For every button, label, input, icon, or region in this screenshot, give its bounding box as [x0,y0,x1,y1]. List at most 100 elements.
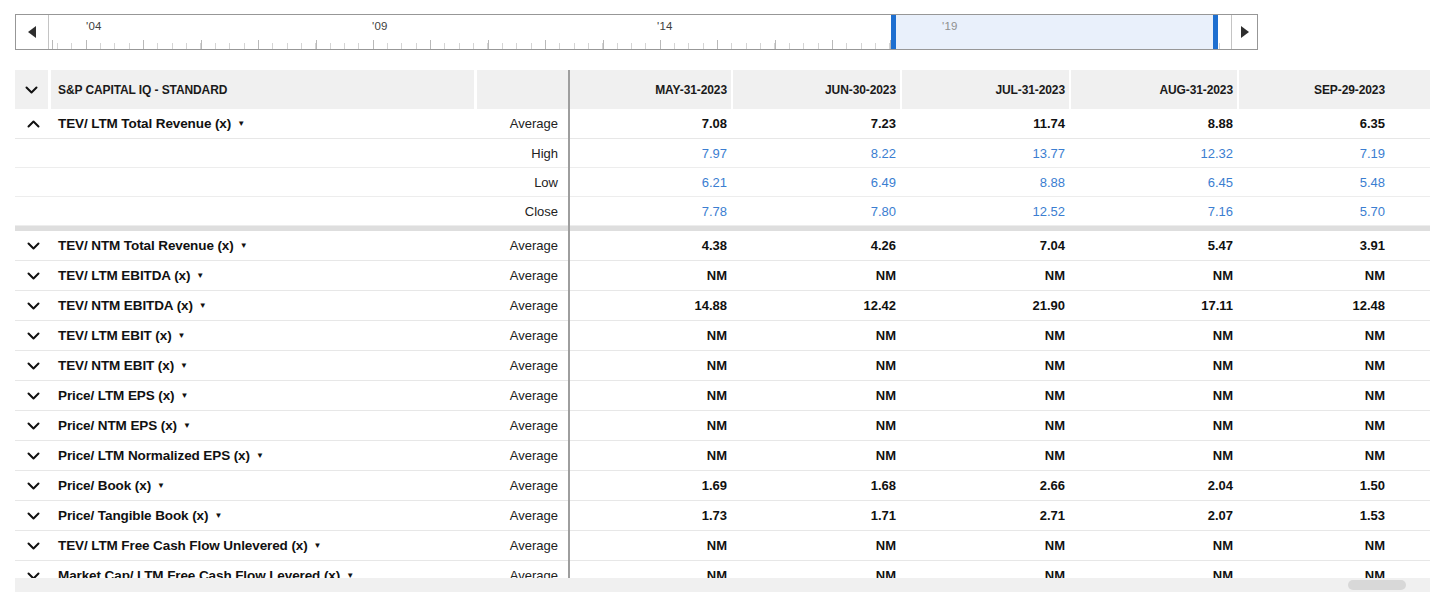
table-row: TEV/ NTM Total Revenue (x)▼Average4.384.… [15,231,1430,261]
metric-label[interactable]: Price/ Book (x) [58,478,151,493]
stat-header-spacer [477,70,569,109]
expand-row-button[interactable] [15,291,51,320]
table-row: TEV/ NTM EBIT (x)▼AverageNMNMNMNMNM [15,351,1430,381]
expand-row-button[interactable] [15,231,51,260]
timeline-ruler[interactable]: '04 '09 '14 '19 [49,15,1231,49]
stat-label: Average [477,531,569,560]
stat-label: Average [477,109,569,138]
metric-label[interactable]: TEV/ LTM Free Cash Flow Unlevered (x) [58,538,308,553]
timeline-scroll-left-button[interactable] [16,15,49,49]
frozen-pane-divider [568,70,570,592]
metric-dropdown-icon[interactable]: ▼ [178,331,186,340]
date-range-slider[interactable]: '04 '09 '14 '19 [15,14,1258,50]
metric-dropdown-icon[interactable]: ▼ [180,361,188,370]
value-cell: NM [1237,411,1430,440]
value-cell: NM [731,411,900,440]
value-cell: NM [900,351,1069,380]
value-cell: 5.48 [1237,168,1430,196]
stat-label: Close [477,197,569,225]
expand-row-button[interactable] [15,321,51,350]
timeline-selected-range[interactable] [891,15,1218,49]
value-cell: 6.49 [731,168,900,196]
value-cell: NM [900,441,1069,470]
expand-row-button[interactable] [15,471,51,500]
value-cell: NM [1069,381,1237,410]
chevron-down-icon [27,362,40,370]
metric-dropdown-icon[interactable]: ▼ [196,271,204,280]
scrollbar-thumb[interactable] [1348,580,1406,590]
stat-label: Average [477,411,569,440]
value-cell: NM [731,351,900,380]
value-cell: 2.71 [900,501,1069,530]
chevron-down-icon [27,542,40,550]
expand-row-button[interactable] [15,381,51,410]
collapse-all-button[interactable] [15,70,51,109]
metric-label[interactable]: Price/ Tangible Book (x) [58,508,208,523]
metric-label[interactable]: Price/ LTM EPS (x) [58,388,174,403]
stat-label: High [477,139,569,167]
column-header-date: JUN-30-2023 [731,70,900,109]
metric-dropdown-icon[interactable]: ▼ [180,391,188,400]
table-row: Price/ NTM EPS (x)▼AverageNMNMNMNMNM [15,411,1430,441]
timeline-year-label: '14 [657,20,673,32]
metric-cell: TEV/ LTM EBITDA (x) ▼ [51,261,477,290]
value-cell: 6.45 [1069,168,1237,196]
metric-dropdown-icon[interactable]: ▼ [256,451,264,460]
value-cell: 1.68 [731,471,900,500]
value-cell: 21.90 [900,291,1069,320]
metric-label[interactable]: TEV/ NTM EBITDA (x) [58,298,193,313]
row-indent [15,168,51,196]
timeline-scroll-right-button[interactable] [1231,15,1257,49]
row-indent [15,197,51,225]
value-cell: 7.97 [569,139,731,167]
valuation-multiples-table: S&P CAPITAL IQ - STANDARD MAY-31-2023 JU… [15,70,1430,591]
expand-row-button[interactable] [15,441,51,470]
metric-label[interactable]: TEV/ LTM EBIT (x) [58,328,172,343]
value-cell: NM [1237,261,1430,290]
collapse-row-button[interactable] [15,109,51,138]
timeline-year-label: '19 [942,20,958,32]
value-cell: 11.74 [900,109,1069,138]
metric-dropdown-icon[interactable]: ▼ [199,301,207,310]
expand-row-button[interactable] [15,501,51,530]
table-row: Price/ Tangible Book (x)▼Average1.731.71… [15,501,1430,531]
chevron-down-icon [27,332,40,340]
table-row: TEV/ LTM EBITDA (x)▼AverageNMNMNMNMNM [15,261,1430,291]
table-body: TEV/ LTM Total Revenue (x)▼Average7.087.… [15,109,1430,591]
value-cell: 1.71 [731,501,900,530]
expand-row-button[interactable] [15,531,51,560]
metric-dropdown-icon[interactable]: ▼ [157,481,165,490]
expand-row-button[interactable] [15,351,51,380]
metric-label[interactable]: Price/ NTM EPS (x) [58,418,177,433]
stat-label: Average [477,321,569,350]
value-cell: NM [569,441,731,470]
metric-dropdown-icon[interactable]: ▼ [214,511,222,520]
metric-dropdown-icon[interactable]: ▼ [183,421,191,430]
value-cell: NM [569,381,731,410]
value-cell: 12.32 [1069,139,1237,167]
chevron-down-icon [27,242,40,250]
metric-label[interactable]: TEV/ LTM Total Revenue (x) [58,116,231,131]
expand-row-button[interactable] [15,411,51,440]
column-header-date: AUG-31-2023 [1069,70,1237,109]
metric-label[interactable]: TEV/ NTM EBIT (x) [58,358,174,373]
stat-label: Average [477,351,569,380]
metric-dropdown-icon[interactable]: ▼ [237,119,245,128]
expand-row-button[interactable] [15,261,51,290]
metric-cell: TEV/ NTM EBIT (x) ▼ [51,351,477,380]
value-cell: NM [900,321,1069,350]
metric-label[interactable]: Price/ LTM Normalized EPS (x) [58,448,250,463]
stat-label: Average [477,471,569,500]
chevron-down-icon [27,272,40,280]
metric-dropdown-icon[interactable]: ▼ [240,241,248,250]
column-header-date: JUL-31-2023 [900,70,1069,109]
horizontal-scrollbar[interactable] [15,578,1430,592]
column-header-date: MAY-31-2023 [569,70,731,109]
value-cell: 5.70 [1237,197,1430,225]
metric-dropdown-icon[interactable]: ▼ [314,541,322,550]
metric-label[interactable]: TEV/ NTM Total Revenue (x) [58,238,234,253]
metric-label[interactable]: TEV/ LTM EBITDA (x) [58,268,190,283]
value-cell: 7.19 [1237,139,1430,167]
value-cell: 8.88 [1069,109,1237,138]
value-cell: NM [731,321,900,350]
